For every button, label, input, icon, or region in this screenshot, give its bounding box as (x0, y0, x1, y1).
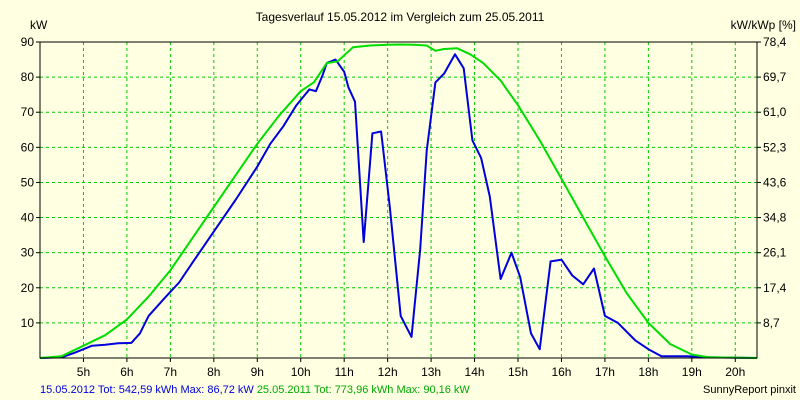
plot-area: 5h 6h 7h 8h 9h 10h 11h 12h 13h 14h 15h 16h 17h 18h 19h… (21, 35, 787, 379)
credit-text: SunnyReport pinxit (703, 384, 796, 396)
plot-border (39, 41, 758, 359)
legend-blue-summary: 15.05.2012 Tot: 542,59 kWh Max: 86,72 kW (40, 384, 254, 396)
x-tick-label: 12h (378, 365, 398, 379)
x-tick-label: 15h (508, 365, 528, 379)
x-tick-label: 6h (120, 365, 133, 379)
x-tick-label: 11h (335, 365, 354, 379)
x-tick-label: 17h (595, 365, 615, 379)
legend-footer: 15.05.2012 Tot: 542,59 kWh Max: 86,72 kW… (40, 384, 470, 396)
x-tick-label: 10h (291, 365, 311, 379)
y-left-tick-label: 90 (21, 35, 35, 49)
y-right-tick-label: 52,3 (763, 140, 787, 154)
chart-title: Tagesverlauf 15.05.2012 im Vergleich zum… (256, 10, 545, 24)
y-left-tick-label: 50 (21, 175, 35, 189)
x-tick-label: 14h (465, 365, 485, 379)
y-right-tick-label: 61,0 (763, 105, 787, 119)
x-tick-label: 19h (682, 365, 702, 379)
y-left-tick-label: 70 (21, 105, 35, 119)
y-right-tick-label: 78,4 (763, 35, 787, 49)
y-right-tick-label: 26,1 (763, 246, 787, 260)
y-left-tick-label: 30 (21, 246, 35, 260)
x-tick-label: 18h (638, 365, 658, 379)
series-line-green (39, 43, 758, 359)
y-left-tick-label: 40 (21, 211, 35, 225)
y-left-tick-label: 10 (21, 316, 35, 330)
y-axis-left-label: kW (30, 18, 48, 32)
y-right-tick-label: 17,4 (763, 281, 787, 295)
y-left-tick-label: 20 (21, 281, 35, 295)
y-right-tick-label: 43,6 (763, 175, 787, 189)
x-tick-label: 20h (725, 365, 745, 379)
y-right-tick-label: 8,7 (763, 316, 780, 330)
y-right-tick-label: 69,7 (763, 70, 787, 84)
x-tick-label: 9h (251, 365, 264, 379)
plot-background (40, 42, 757, 358)
y-right-tick-label: 34,8 (763, 211, 787, 225)
x-tick-label: 7h (164, 365, 177, 379)
legend-green-summary: 25.05.2011 Tot: 773,96 kWh Max: 90,16 kW (257, 384, 471, 396)
x-tick-label: 13h (421, 365, 441, 379)
series-line-blue (39, 53, 758, 359)
y-left-tick-label: 60 (21, 140, 35, 154)
x-tick-label: 8h (207, 365, 220, 379)
x-tick-label: 16h (551, 365, 571, 379)
x-tick-label: 5h (77, 365, 90, 379)
y-left-tick-label: 80 (21, 70, 35, 84)
y-axis-right-label: kW/kWp [%] (731, 18, 796, 32)
